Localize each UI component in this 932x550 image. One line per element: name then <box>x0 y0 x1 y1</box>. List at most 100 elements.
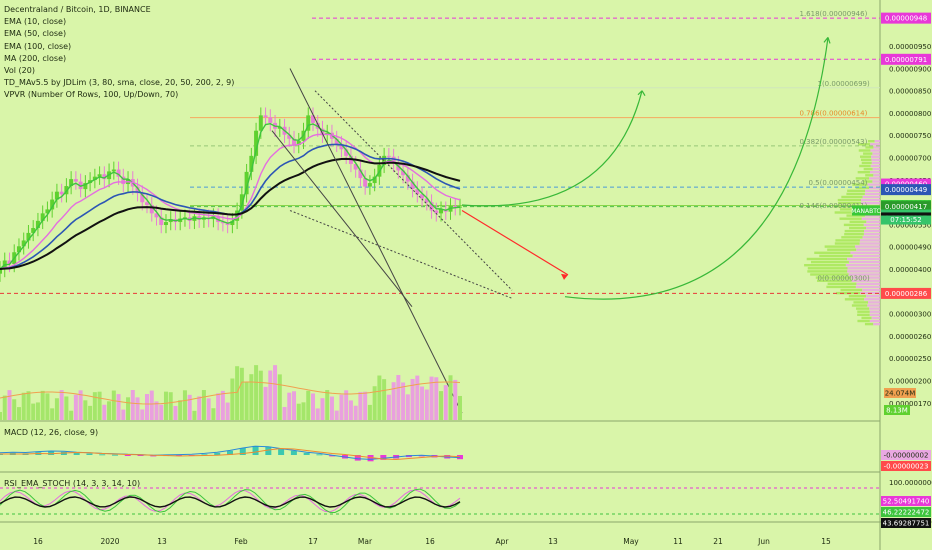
vpvr-bar-up <box>824 245 856 248</box>
macd-histogram-bar <box>227 450 233 455</box>
legend-volume: Vol (20) <box>4 66 35 76</box>
x-tick-label: Feb <box>234 537 248 546</box>
candle-body <box>420 194 425 199</box>
vpvr-bar-down <box>863 223 880 227</box>
volume-bar <box>83 400 88 420</box>
vpvr-bar-up <box>833 205 860 208</box>
vpvr-bar-up <box>855 177 870 180</box>
volume-bar <box>277 374 282 420</box>
volume-bar <box>372 386 377 420</box>
volume-bar <box>429 376 434 420</box>
countdown-label: 07:15:52 <box>890 216 921 224</box>
vpvr-bar-up <box>834 211 860 214</box>
volume-bar <box>344 390 349 420</box>
price-box-label: 0.00000286 <box>885 290 928 298</box>
y-tick-label: 0.00000250 <box>889 355 931 363</box>
vpvr-bar-up <box>844 229 865 233</box>
ema-50-line <box>0 133 461 270</box>
rsi-value-box <box>881 518 931 528</box>
volume-bar <box>0 412 2 420</box>
candle-body <box>197 216 202 220</box>
pair-tag-box <box>852 205 880 216</box>
volume-bar <box>292 391 297 420</box>
macd-value-label: -0.00000023 <box>884 463 929 471</box>
vpvr-bar-down <box>852 254 880 258</box>
legend-vpvr: VPVR (Number Of Rows, 100, Up/Down, 70) <box>4 90 179 100</box>
vpvr-bar-up <box>852 183 868 186</box>
vpvr-bar-down <box>870 149 880 152</box>
volume-bar <box>135 397 140 420</box>
candle-body <box>434 210 439 214</box>
vpvr-bar-down <box>873 322 880 326</box>
projection-curve <box>461 90 643 207</box>
macd-histogram-bar <box>265 446 272 455</box>
vpvr-bar-up <box>865 174 874 177</box>
macd-histogram-bar <box>316 454 323 456</box>
candle-body <box>306 115 311 131</box>
volume-bar <box>315 408 320 420</box>
volume-bar <box>26 391 31 420</box>
candle-body <box>391 156 396 164</box>
price-box <box>881 178 931 190</box>
volume-bar <box>140 409 145 420</box>
volume-bar <box>424 389 429 420</box>
candle-body <box>263 115 268 118</box>
volume-bar <box>358 392 363 420</box>
candle-body <box>149 204 154 214</box>
vpvr-bar-up <box>863 167 873 171</box>
candle-body <box>249 155 254 172</box>
vpvr-bar-down <box>856 282 880 285</box>
macd-histogram-bar <box>48 451 55 455</box>
candle-body <box>296 140 301 146</box>
x-tick-label: 21 <box>713 537 723 546</box>
vpvr-bar-up <box>857 313 870 316</box>
price-box <box>881 12 931 24</box>
volume-bar <box>325 390 330 420</box>
volume-bar <box>206 398 211 420</box>
volume-bar <box>268 370 273 420</box>
volume-box <box>884 405 910 415</box>
vpvr-bar-down <box>859 242 880 245</box>
chart-legend: Decentraland / Bitcoin, 1D, BINANCE EMA … <box>4 4 234 102</box>
volume-bar <box>163 391 168 420</box>
vpvr-bar-up <box>807 267 848 270</box>
legend-tdma: TD_MAv5.5 by JDLim (3, 80, sma, close, 2… <box>4 78 235 88</box>
rsi-value-label: 52.50491740 <box>883 498 930 506</box>
candle-body <box>339 143 344 150</box>
legend-title: Decentraland / Bitcoin, 1D, BINANCE <box>4 5 151 14</box>
volume-box-label: 8.13M <box>886 407 908 415</box>
vpvr-bar-down <box>873 146 880 149</box>
vpvr-bar-down <box>869 186 880 189</box>
candle-body <box>116 169 121 177</box>
volume-bar <box>16 407 21 420</box>
vpvr-bar-down <box>860 198 880 202</box>
candle-body <box>145 202 150 205</box>
candle-body <box>386 155 391 157</box>
volume-bar <box>348 400 353 420</box>
channel-line <box>314 90 513 291</box>
candle-body <box>254 130 259 156</box>
x-tick-label: 16 <box>425 537 435 546</box>
projection-curve <box>564 37 829 300</box>
vpvr-bar-up <box>839 208 862 211</box>
vpvr-bar-up <box>859 164 871 168</box>
vpvr-bar-down <box>850 251 880 254</box>
vpvr-bar-up <box>841 195 863 199</box>
candle-body <box>0 269 2 274</box>
candle-body <box>363 178 368 187</box>
vpvr-bar-down <box>869 171 880 174</box>
candle-body <box>73 179 78 182</box>
volume-bar <box>59 390 64 420</box>
volume-bar <box>320 398 325 420</box>
candle-body <box>50 199 55 210</box>
fib-level-label: 0.146(0.00000411) <box>800 202 868 210</box>
volume-bar <box>230 378 235 420</box>
vpvr-bar-up <box>847 189 866 192</box>
volume-bar <box>154 401 159 420</box>
vpvr-bar-up <box>804 264 846 267</box>
ema-10-line <box>0 122 461 270</box>
fib-level-label: 0.5(0.00000454) <box>809 179 868 187</box>
volume-bar <box>12 399 17 420</box>
candle-body <box>83 183 88 190</box>
